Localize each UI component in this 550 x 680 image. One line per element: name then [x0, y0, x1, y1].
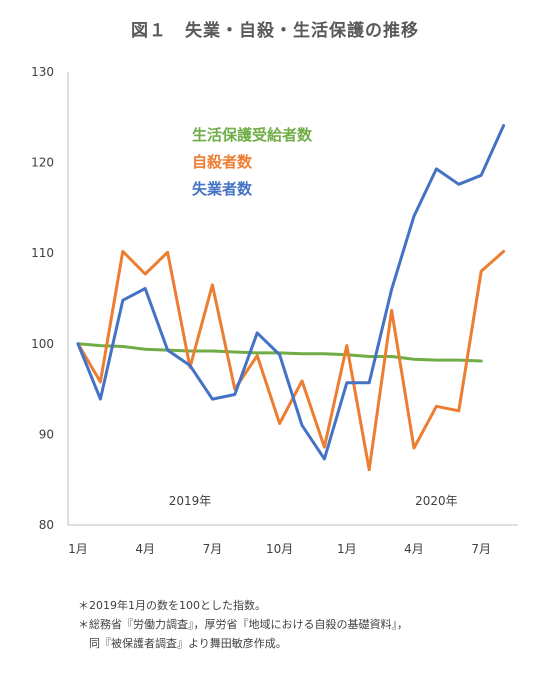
x-tick-label: 1月 — [337, 542, 357, 556]
y-tick-label: 90 — [39, 427, 54, 441]
x-tick-label: 7月 — [203, 542, 223, 556]
series-line — [76, 249, 506, 472]
x-tick-label: 10月 — [266, 542, 293, 556]
series-layer — [76, 124, 506, 472]
legend-entry: 自殺者数 — [192, 153, 253, 171]
year-label: 2019年 — [169, 494, 212, 508]
footnote-line: ＊総務省『労働力調査』，厚労省『地域における自殺の基礎資料』， — [78, 618, 408, 631]
y-tick-label: 80 — [39, 518, 54, 532]
footnotes: ＊2019年1月の数を100とした指数。 ＊総務省『労働力調査』，厚労省『地域に… — [78, 596, 408, 653]
y-tick-label: 120 — [31, 156, 54, 170]
axes: 80 90 100 110 120 130 1月 4月 7月 10月 1月 4月 7月 2019年 2020… — [31, 65, 518, 556]
line-chart: 80 90 100 110 120 130 1月 4月 7月 10月 1月 4月 7月 2019年 2020… — [31, 65, 518, 556]
y-tick-label: 110 — [31, 246, 54, 260]
y-tick-label: 100 — [31, 337, 54, 351]
chart-title: 図１ 失業・自殺・生活保護の推移 — [131, 21, 419, 41]
x-tick-label: 1月 — [68, 542, 88, 556]
y-tick-label: 130 — [31, 65, 54, 79]
x-tick-label: 4月 — [404, 542, 424, 556]
footnote-line: ＊2019年1月の数を100とした指数。 — [78, 599, 266, 612]
footnote-line: 同『被保護者調査』より舞田敏彦作成。 — [78, 637, 287, 650]
series-line — [76, 124, 506, 461]
x-tick-label: 7月 — [471, 542, 491, 556]
year-label: 2020年 — [415, 494, 458, 508]
legend-entry: 生活保護受給者数 — [192, 126, 313, 144]
legend-entry: 失業者数 — [192, 180, 253, 198]
x-tick-label: 4月 — [135, 542, 155, 556]
